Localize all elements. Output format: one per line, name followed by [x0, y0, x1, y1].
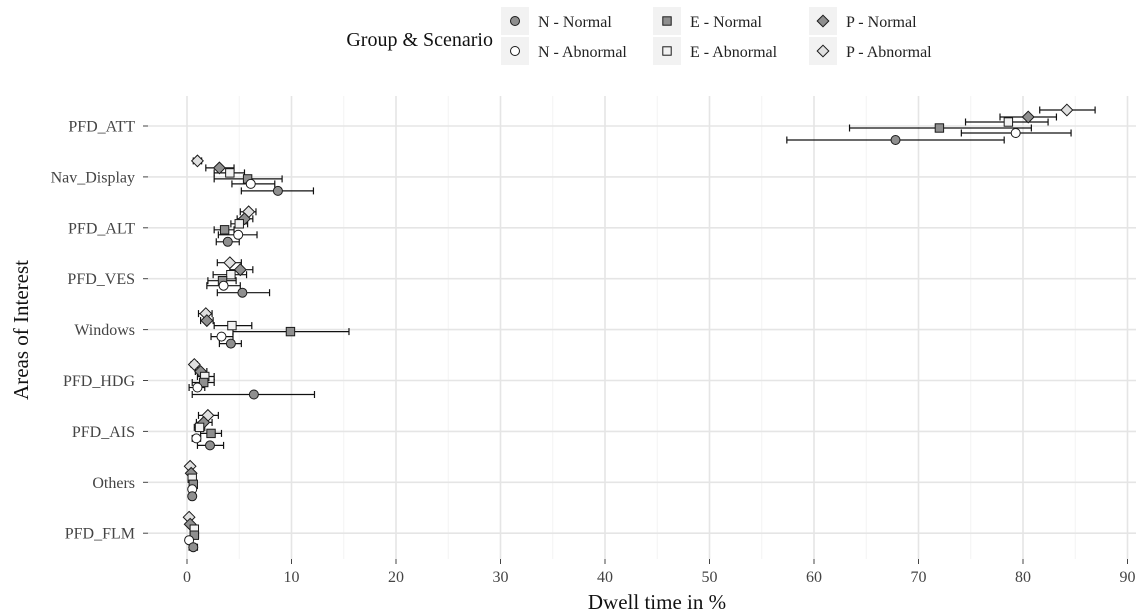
- point-n-abnormal: [233, 229, 244, 240]
- legend-key-n-normal: [510, 16, 520, 26]
- x-tick-label: 0: [183, 569, 191, 586]
- legend: Group & Scenario N - Normal N - Abnormal E…: [346, 7, 932, 65]
- point-e-abnormal: [226, 270, 236, 280]
- point-e-normal: [219, 225, 230, 235]
- point-n-abnormal: [218, 280, 229, 291]
- legend-label-n-normal: N - Normal: [538, 14, 612, 31]
- point-n-normal: [237, 287, 248, 298]
- point-n-normal: [204, 440, 215, 451]
- y-tick-label: PFD_AIS: [72, 424, 135, 441]
- point-e-normal: [934, 123, 945, 133]
- point-n-normal: [248, 389, 259, 400]
- y-tick-label: PFD_ATT: [68, 119, 135, 136]
- legend-label-n-abnormal: N - Abnormal: [538, 44, 627, 61]
- x-axis: 0 10 20 30 40 50 60 70 80 90: [183, 559, 1136, 586]
- x-tick-label: 40: [597, 569, 613, 586]
- legend-label-e-abnormal: E - Abnormal: [690, 44, 778, 61]
- point-n-abnormal: [191, 433, 202, 444]
- point-n-normal: [225, 338, 236, 349]
- point-p-normal: [212, 161, 226, 175]
- point-p-abnormal: [187, 357, 201, 372]
- x-tick-label: 10: [284, 569, 300, 586]
- point-p-normal: [233, 263, 247, 277]
- legend-key-n-abnormal: [510, 46, 520, 56]
- point-e-abnormal: [234, 219, 244, 229]
- plot-panel: [148, 96, 1136, 559]
- legend-label-e-normal: E - Normal: [690, 14, 763, 31]
- grid: [148, 96, 1136, 559]
- point-p-normal: [237, 212, 251, 226]
- point-e-normal: [206, 428, 216, 439]
- y-tick-label: PFD_HDG: [63, 373, 135, 390]
- point-n-abnormal: [192, 382, 203, 393]
- point-e-normal: [199, 377, 209, 388]
- point-p-abnormal: [223, 256, 237, 270]
- x-tick-label: 70: [911, 569, 927, 586]
- x-tick-label: 60: [806, 569, 822, 586]
- legend-title: Group & Scenario: [346, 29, 493, 51]
- x-tick-label: 90: [1120, 569, 1136, 586]
- y-axis: PFD_ATT Nav_Display PFD_ALT PFD_VES Windows P…: [51, 119, 148, 543]
- point-n-abnormal: [245, 178, 256, 189]
- y-tick-label: Others: [92, 475, 135, 492]
- point-n-normal: [890, 135, 901, 145]
- point-p-normal: [1021, 110, 1035, 124]
- point-n-normal: [188, 542, 199, 553]
- y-tick-label: PFD_FLM: [65, 526, 135, 543]
- point-e-abnormal: [194, 422, 205, 433]
- x-tick-label: 20: [388, 569, 404, 586]
- x-tick-label: 80: [1015, 569, 1031, 586]
- legend-key-p-normal: [816, 14, 830, 28]
- point-p-abnormal: [1060, 103, 1074, 117]
- point-e-abnormal: [1003, 117, 1014, 127]
- legend-key-e-abnormal: [662, 46, 672, 56]
- point-n-normal: [222, 236, 233, 247]
- y-tick-label: PFD_ALT: [68, 220, 135, 237]
- point-n-normal: [187, 491, 198, 502]
- x-axis-title: Dwell time in %: [588, 590, 726, 614]
- point-n-normal: [272, 185, 283, 196]
- y-tick-label: PFD_VES: [67, 271, 135, 288]
- point-n-abnormal: [1010, 128, 1021, 138]
- point-p-abnormal: [190, 154, 204, 168]
- legend-key-p-abnormal: [816, 44, 830, 58]
- y-tick-label: Nav_Display: [51, 169, 135, 186]
- legend-key-e-normal: [662, 16, 672, 26]
- point-e-abnormal: [227, 320, 237, 331]
- point-e-normal: [285, 326, 296, 337]
- point-n-abnormal: [216, 331, 227, 342]
- x-tick-label: 50: [702, 569, 718, 586]
- legend-label-p-abnormal: P - Abnormal: [846, 44, 932, 61]
- x-tick-label: 30: [493, 569, 509, 586]
- point-p-normal: [200, 314, 214, 328]
- y-axis-title: Areas of Interest: [9, 260, 33, 400]
- point-e-normal: [189, 530, 200, 540]
- legend-label-p-normal: P - Normal: [846, 14, 917, 31]
- data-points: [182, 103, 1074, 553]
- point-e-abnormal: [225, 168, 235, 178]
- y-tick-label: Windows: [74, 322, 135, 339]
